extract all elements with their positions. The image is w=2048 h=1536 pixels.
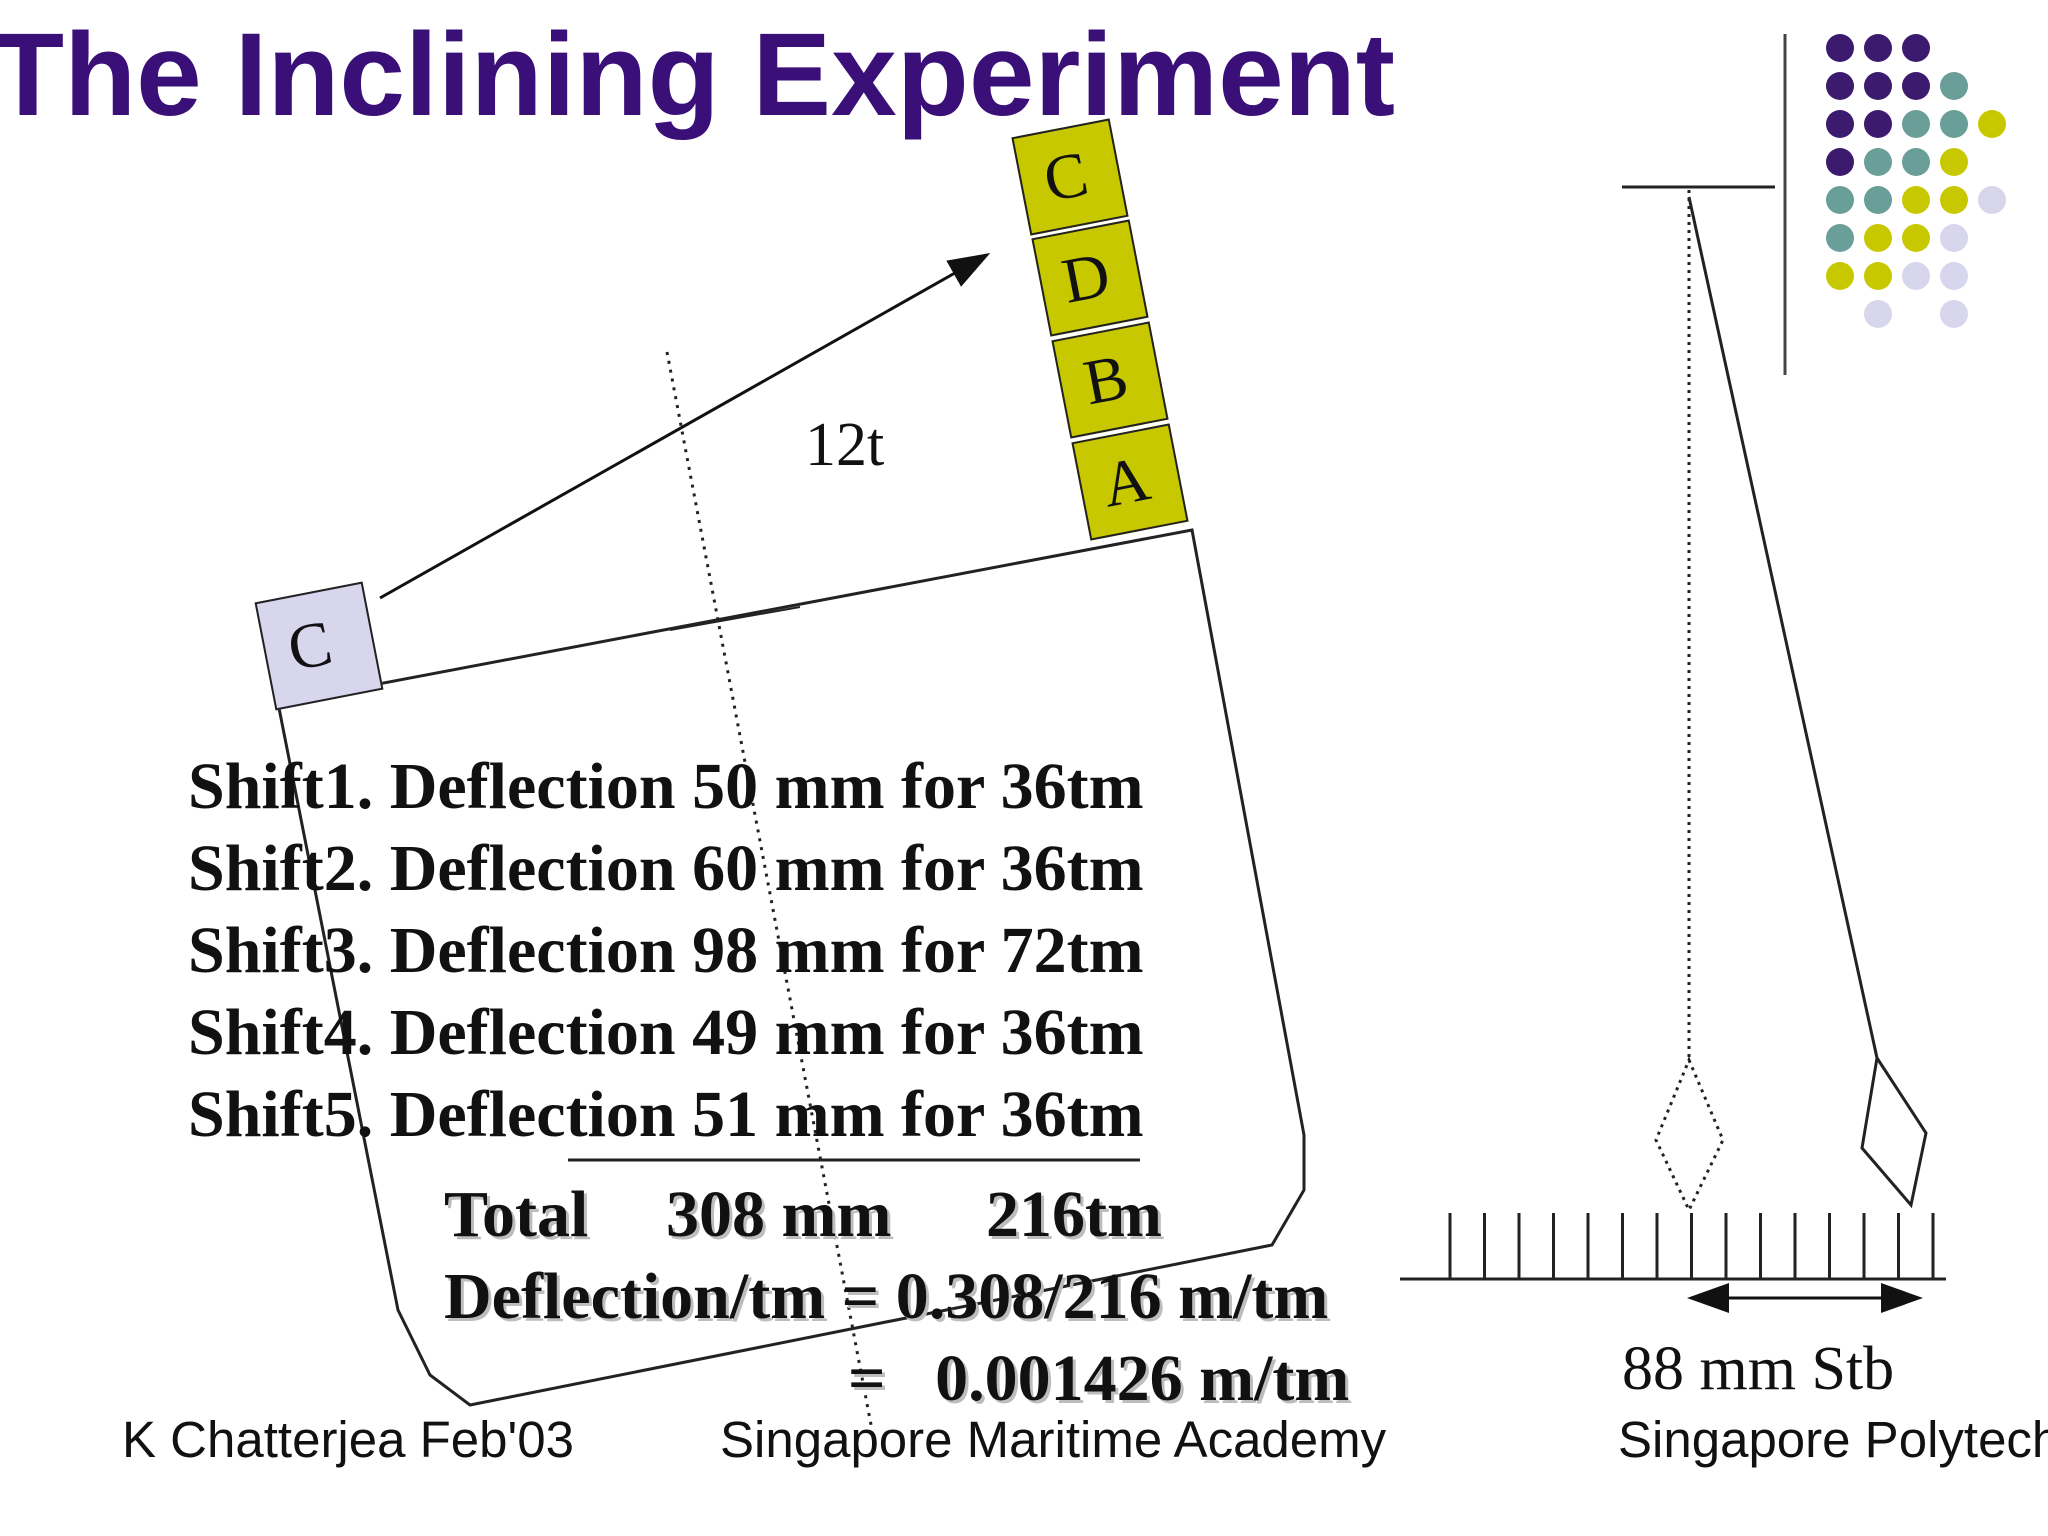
decorative-dot xyxy=(1864,224,1892,252)
shift-line-5: Shift5. Deflection 51 mm for 36tm xyxy=(188,1078,1144,1151)
shift-arrow xyxy=(379,253,991,600)
decorative-dot xyxy=(1864,148,1892,176)
decorative-dot xyxy=(1978,186,2006,214)
decorative-dot xyxy=(1940,186,1968,214)
weight-a-label: A xyxy=(1096,442,1156,521)
pendulum-wire-deflected xyxy=(1687,196,1879,1059)
decorative-dot xyxy=(1864,300,1892,328)
decorative-dot xyxy=(1864,186,1892,214)
decorative-dot xyxy=(1902,72,1930,100)
decorative-dot xyxy=(1940,300,1968,328)
pendulum-reading: 88 mm Stb xyxy=(1622,1335,1895,1403)
weight-d-label: D xyxy=(1056,238,1116,317)
decorative-dot xyxy=(1826,224,1854,252)
ship-hull-outline xyxy=(276,528,1306,1407)
weight-b-label: B xyxy=(1078,340,1134,419)
weight-c-moved-label: C xyxy=(282,606,338,685)
shift-line-1: Shift1. Deflection 50 mm for 36tm xyxy=(188,750,1144,823)
footer-author: K Chatterjea Feb'03 xyxy=(122,1411,575,1468)
pendulum-bob-original xyxy=(1654,1056,1725,1214)
decorative-dot xyxy=(1864,262,1892,290)
decorative-dot xyxy=(1864,72,1892,100)
shift-line-4: Shift4. Deflection 49 mm for 36tm xyxy=(188,996,1144,1069)
decorative-dot xyxy=(1826,72,1854,100)
pendulum-bob-deflected xyxy=(1860,1053,1928,1209)
decorative-dot xyxy=(1864,110,1892,138)
shift-line-3: Shift3. Deflection 98 mm for 72tm xyxy=(188,914,1144,987)
weight-c-stack-label: C xyxy=(1038,137,1094,216)
decorative-dot xyxy=(1940,148,1968,176)
decorative-dot xyxy=(1978,110,2006,138)
shifted-mass-label: 12t xyxy=(805,411,885,479)
slide-title: The Inclining Experiment xyxy=(0,9,1396,141)
deflection-per-tm: Deflection/tm = 0.308/216 m/tm xyxy=(444,1260,1329,1333)
shift-line-2: Shift2. Deflection 60 mm for 36tm xyxy=(188,832,1144,905)
decorative-dot xyxy=(1826,110,1854,138)
decorative-dot xyxy=(1826,148,1854,176)
decorative-dot xyxy=(1902,110,1930,138)
decorative-dot xyxy=(1864,34,1892,62)
decorative-dot xyxy=(1826,262,1854,290)
decorative-dot xyxy=(1902,34,1930,62)
footer-center: Singapore Maritime Academy xyxy=(720,1411,1387,1468)
decorative-dot xyxy=(1902,224,1930,252)
decorative-dot xyxy=(1940,224,1968,252)
footer-right: Singapore Polytech xyxy=(1618,1411,2048,1468)
decorative-dot xyxy=(1826,34,1854,62)
total-moment: 216tm xyxy=(986,1178,1162,1251)
hull-centreline xyxy=(665,351,874,1431)
deflection-scale xyxy=(1400,1213,1946,1281)
decorative-dot xyxy=(1902,148,1930,176)
decorative-dot xyxy=(1940,72,1968,100)
decorative-dot xyxy=(1902,186,1930,214)
decorative-dot xyxy=(1940,262,1968,290)
total-deflection: 308 mm xyxy=(666,1178,892,1251)
decorative-dot xyxy=(1902,262,1930,290)
decorative-dot xyxy=(1826,186,1854,214)
total-label: Total xyxy=(444,1178,589,1251)
deck-line-highlight xyxy=(669,606,801,631)
decorative-dot xyxy=(1940,110,1968,138)
deflection-per-tm-result: = 0.001426 m/tm xyxy=(848,1342,1350,1415)
